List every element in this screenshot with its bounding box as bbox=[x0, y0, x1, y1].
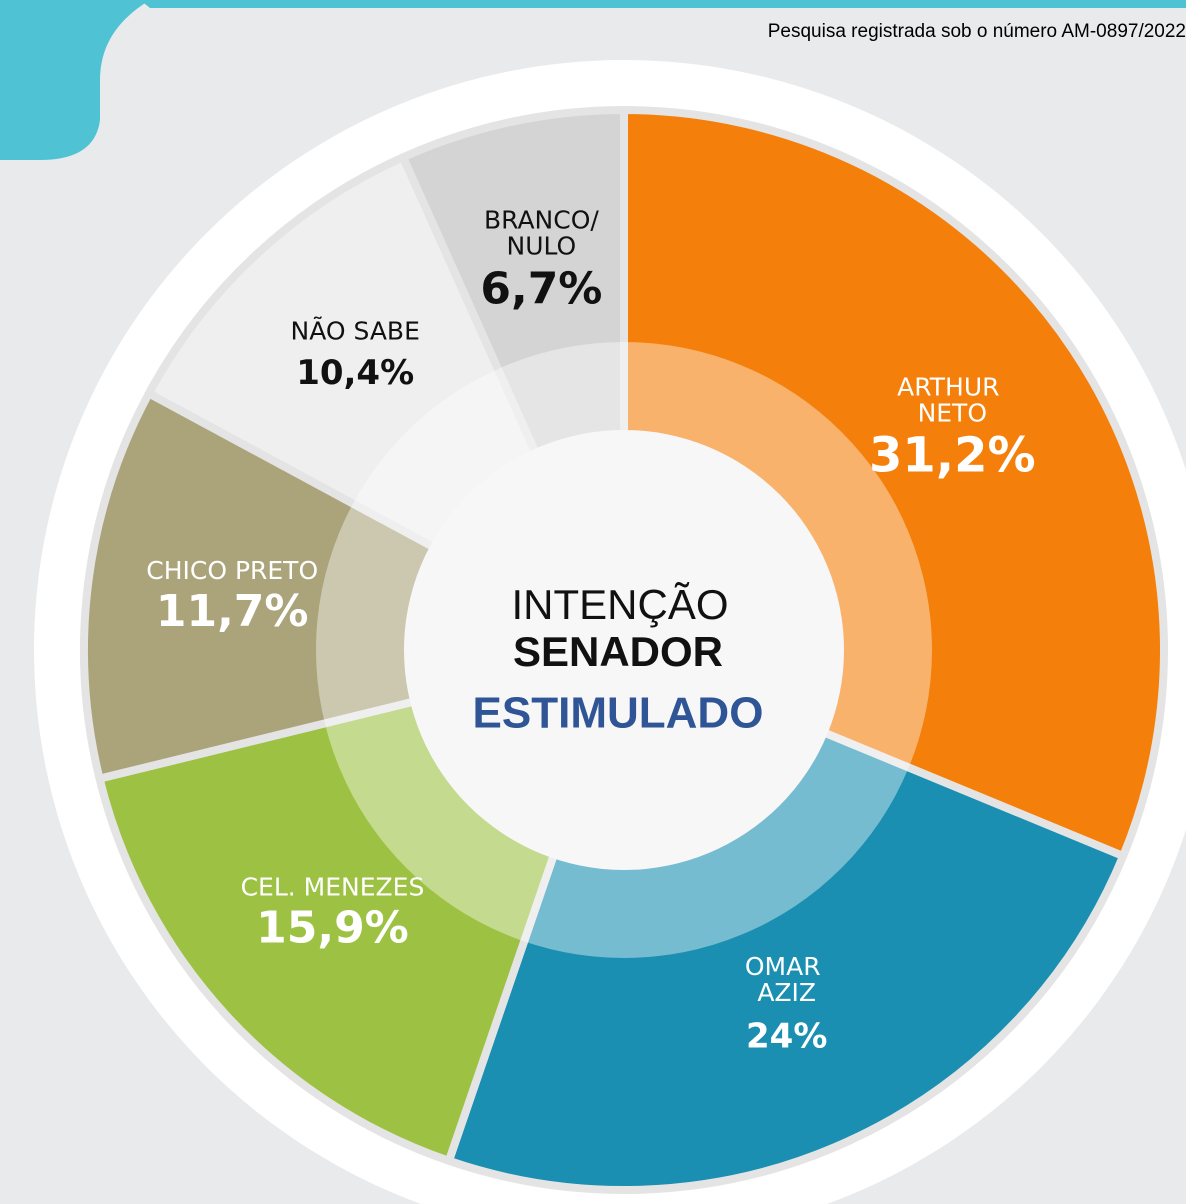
center-title-2: SENADOR bbox=[513, 628, 723, 675]
value-label: 15,9% bbox=[256, 903, 409, 954]
value-label: 31,2% bbox=[869, 427, 1036, 483]
value-label: 24% bbox=[746, 1016, 827, 1056]
value-label: 11,7% bbox=[156, 586, 309, 637]
category-label: CHICO PRETO bbox=[146, 556, 318, 585]
category-label: BRANCO/NULO bbox=[484, 206, 599, 261]
category-label: ARTHUR NETO bbox=[897, 372, 1007, 427]
note: Pesquisa registrada sob o número AM-0897… bbox=[768, 21, 1186, 42]
value-label: 10,4% bbox=[296, 353, 414, 393]
category-label: CEL. MENEZES bbox=[241, 873, 425, 902]
top-band bbox=[140, 0, 1186, 8]
center-title-3: ESTIMULADO bbox=[473, 689, 764, 738]
center-title-1: INTENÇÃO bbox=[511, 581, 728, 628]
category-label: NÃO SABE bbox=[291, 316, 420, 346]
value-label: 6,7% bbox=[480, 264, 602, 315]
corner-shape bbox=[0, 0, 150, 160]
category-label: OMAR AZIZ bbox=[745, 952, 829, 1007]
center-circle bbox=[404, 430, 844, 870]
